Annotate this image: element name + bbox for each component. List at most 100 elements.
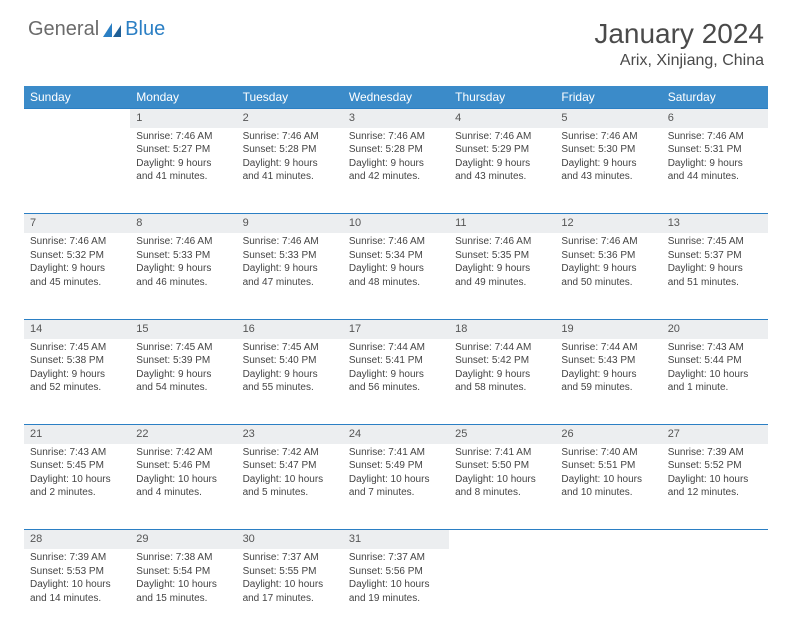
cell-line: Sunset: 5:32 PM bbox=[30, 249, 124, 263]
day-number-cell: 27 bbox=[662, 425, 768, 444]
cell-line: Sunset: 5:50 PM bbox=[455, 459, 549, 473]
day-number-cell: 17 bbox=[343, 319, 449, 338]
cell-line: Daylight: 9 hours bbox=[349, 368, 443, 382]
day-content-cell: Sunrise: 7:46 AMSunset: 5:28 PMDaylight:… bbox=[343, 128, 449, 214]
cell-line: Daylight: 10 hours bbox=[349, 578, 443, 592]
day-content-cell: Sunrise: 7:37 AMSunset: 5:56 PMDaylight:… bbox=[343, 549, 449, 635]
cell-line: Sunset: 5:30 PM bbox=[561, 143, 655, 157]
cell-line: and 10 minutes. bbox=[561, 486, 655, 500]
content-row: Sunrise: 7:46 AMSunset: 5:27 PMDaylight:… bbox=[24, 128, 768, 214]
cell-line: Sunset: 5:43 PM bbox=[561, 354, 655, 368]
cell-line: and 12 minutes. bbox=[668, 486, 762, 500]
header: General Blue January 2024 Arix, Xinjiang… bbox=[0, 0, 792, 78]
content-row: Sunrise: 7:46 AM Sunset: 5:32 PM Daylight:… bbox=[24, 233, 768, 319]
cell-line: Sunset: 5:38 PM bbox=[30, 354, 124, 368]
cell-line: Daylight: 10 hours bbox=[30, 473, 124, 487]
cell-line: Sunrise: 7:42 AM bbox=[243, 446, 337, 460]
cell-line: Sunset: 5:51 PM bbox=[561, 459, 655, 473]
day-content-cell: Sunrise: 7:42 AMSunset: 5:46 PMDaylight:… bbox=[130, 444, 236, 530]
cell-line: Daylight: 9 hours bbox=[455, 368, 549, 382]
cell-line: Sunrise: 7:46 AM bbox=[349, 130, 443, 144]
cell-line: Sunrise: 7:46 AM bbox=[243, 235, 337, 249]
daynum-row: 14151617181920 bbox=[24, 319, 768, 338]
cell-line: Sunrise: 7:46 AM bbox=[561, 235, 655, 249]
cell-line: Sunset: 5:28 PM bbox=[243, 143, 337, 157]
cell-line: Daylight: 9 hours bbox=[349, 262, 443, 276]
logo-sail-icon bbox=[103, 23, 121, 37]
cell-line: Sunrise: 7:46 AM bbox=[455, 235, 549, 249]
cell-line: Sunrise: 7:37 AM bbox=[243, 551, 337, 565]
location-label: Arix, Xinjiang, China bbox=[594, 52, 764, 70]
cell-line: and 59 minutes. bbox=[561, 381, 655, 395]
day-number-cell: 16 bbox=[237, 319, 343, 338]
cell-line: Sunset: 5:53 PM bbox=[30, 565, 124, 579]
weekday-header: Sunday bbox=[24, 86, 130, 109]
weekday-header: Friday bbox=[555, 86, 661, 109]
day-number-cell: 14 bbox=[24, 319, 130, 338]
cell-line: Sunset: 5:35 PM bbox=[455, 249, 549, 263]
cell-line: and 19 minutes. bbox=[349, 592, 443, 606]
cell-line: Daylight: 9 hours bbox=[243, 368, 337, 382]
cell-line: and 47 minutes. bbox=[243, 276, 337, 290]
cell-line: and 7 minutes. bbox=[349, 486, 443, 500]
day-number-cell: 1 bbox=[130, 109, 236, 128]
day-content-cell: Sunrise: 7:38 AMSunset: 5:54 PMDaylight:… bbox=[130, 549, 236, 635]
cell-line: and 49 minutes. bbox=[455, 276, 549, 290]
cell-line: Sunset: 5:37 PM bbox=[668, 249, 762, 263]
cell-line: Sunrise: 7:39 AM bbox=[30, 551, 124, 565]
cell-line: and 5 minutes. bbox=[243, 486, 337, 500]
weekday-header: Tuesday bbox=[237, 86, 343, 109]
day-number-cell: 4 bbox=[449, 109, 555, 128]
cell-line: Sunrise: 7:46 AM bbox=[136, 130, 230, 144]
cell-line: Sunrise: 7:46 AM bbox=[349, 235, 443, 249]
logo: General Blue bbox=[28, 18, 165, 41]
day-number-cell: 20 bbox=[662, 319, 768, 338]
cell-line: Sunset: 5:56 PM bbox=[349, 565, 443, 579]
content-row: Sunrise: 7:45 AMSunset: 5:38 PMDaylight:… bbox=[24, 339, 768, 425]
cell-line: and 15 minutes. bbox=[136, 592, 230, 606]
day-number-cell: 30 bbox=[237, 530, 343, 549]
day-content-cell bbox=[662, 549, 768, 635]
day-number-cell: 10 bbox=[343, 214, 449, 233]
content-row: Sunrise: 7:39 AMSunset: 5:53 PM Daylight:… bbox=[24, 549, 768, 635]
cell-line: Daylight: 9 hours bbox=[561, 262, 655, 276]
calendar-header-row: SundayMondayTuesdayWednesdayThursdayFrid… bbox=[24, 86, 768, 109]
cell-line: Sunrise: 7:45 AM bbox=[136, 341, 230, 355]
title-block: January 2024 Arix, Xinjiang, China bbox=[594, 18, 764, 70]
cell-line: Daylight: 10 hours bbox=[455, 473, 549, 487]
cell-line: and 56 minutes. bbox=[349, 381, 443, 395]
day-content-cell: Sunrise: 7:46 AMSunset: 5:32 PMDaylight:… bbox=[24, 233, 130, 319]
day-number-cell: 5 bbox=[555, 109, 661, 128]
cell-line: Sunrise: 7:46 AM bbox=[455, 130, 549, 144]
day-number-cell: 24 bbox=[343, 425, 449, 444]
day-content-cell: Sunrise: 7:43 AMSunset: 5:44 PMDaylight:… bbox=[662, 339, 768, 425]
cell-line: Sunset: 5:31 PM bbox=[668, 143, 762, 157]
cell-line: Sunrise: 7:41 AM bbox=[349, 446, 443, 460]
cell-line: Sunrise: 7:44 AM bbox=[561, 341, 655, 355]
cell-line: Daylight: 10 hours bbox=[136, 473, 230, 487]
cell-line: Sunset: 5:49 PM bbox=[349, 459, 443, 473]
cell-line: Sunset: 5:27 PM bbox=[136, 143, 230, 157]
cell-line: Sunrise: 7:39 AM bbox=[668, 446, 762, 460]
cell-line: Sunset: 5:29 PM bbox=[455, 143, 549, 157]
cell-line: and 43 minutes. bbox=[561, 170, 655, 184]
day-content-cell: Sunrise: 7:39 AMSunset: 5:53 PMDaylight:… bbox=[24, 549, 130, 635]
cell-line: Daylight: 10 hours bbox=[668, 368, 762, 382]
month-title: January 2024 bbox=[594, 18, 764, 50]
day-content-cell: Sunrise: 7:45 AMSunset: 5:37 PMDaylight:… bbox=[662, 233, 768, 319]
cell-line: and 1 minute. bbox=[668, 381, 762, 395]
day-number-cell: 6 bbox=[662, 109, 768, 128]
cell-line: and 55 minutes. bbox=[243, 381, 337, 395]
day-content-cell: Sunrise: 7:43 AMSunset: 5:45 PMDaylight:… bbox=[24, 444, 130, 530]
cell-line: Daylight: 9 hours bbox=[455, 157, 549, 171]
calendar-table: SundayMondayTuesdayWednesdayThursdayFrid… bbox=[24, 86, 768, 635]
day-content-cell: Sunrise: 7:46 AMSunset: 5:34 PMDaylight:… bbox=[343, 233, 449, 319]
cell-line: Daylight: 9 hours bbox=[30, 368, 124, 382]
day-content-cell: Sunrise: 7:41 AMSunset: 5:49 PMDaylight:… bbox=[343, 444, 449, 530]
cell-line: and 44 minutes. bbox=[668, 170, 762, 184]
day-content-cell: Sunrise: 7:44 AMSunset: 5:42 PMDaylight:… bbox=[449, 339, 555, 425]
day-number-cell bbox=[662, 530, 768, 549]
day-content-cell: Sunrise: 7:46 AMSunset: 5:30 PMDaylight:… bbox=[555, 128, 661, 214]
day-content-cell: Sunrise: 7:46 AMSunset: 5:33 PMDaylight:… bbox=[130, 233, 236, 319]
day-number-cell: 29 bbox=[130, 530, 236, 549]
